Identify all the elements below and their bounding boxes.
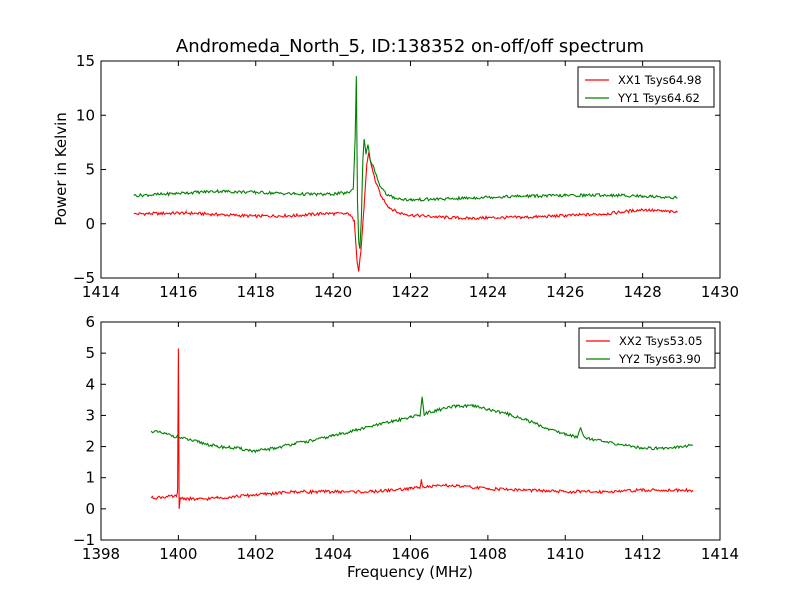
x-tick-label: 1412: [624, 545, 662, 563]
legend: XX1 Tsys64.98 YY1 Tsys64.62: [577, 66, 715, 108]
legend: XX2 Tsys53.05 YY2 Tsys63.90: [578, 327, 716, 369]
y-tick-label: 6: [85, 313, 95, 331]
y-tick-label: −5: [73, 269, 95, 287]
y-tick-label: 5: [85, 344, 95, 362]
legend-box: [578, 327, 716, 369]
y-axis-label: Power in Kelvin: [52, 112, 70, 226]
y-tick-label: 10: [76, 106, 95, 124]
legend-label: YY1 Tsys64.62: [617, 91, 700, 105]
y-tick-label: 4: [85, 375, 95, 393]
x-tick-label: 1428: [624, 283, 662, 301]
legend-label: YY2 Tsys63.90: [618, 352, 701, 366]
y-tick-label: −1: [73, 531, 95, 549]
x-tick-label: 1430: [701, 283, 739, 301]
x-tick-label: 1410: [546, 545, 584, 563]
x-tick-label: 1414: [701, 545, 739, 563]
x-tick-label: 1406: [391, 545, 429, 563]
x-tick-label: 1404: [314, 545, 352, 563]
x-tick-label: 1400: [159, 545, 197, 563]
y-tick-label: 0: [85, 500, 95, 518]
y-tick-label: 15: [76, 52, 95, 70]
y-tick-label: 3: [85, 406, 95, 424]
x-tick-label: 1414: [82, 283, 120, 301]
chart-title: Andromeda_North_5, ID:138352 on-off/off …: [176, 36, 644, 57]
top-panel: 1414 1416 1418 1420 1422 1424 1426 1428 1430 −5 0 5…: [73, 52, 739, 301]
x-tick-label: 1422: [391, 283, 429, 301]
x-tick-label: 1418: [237, 283, 275, 301]
x-tick-label: 1424: [469, 283, 507, 301]
y-tick-label: 1: [85, 469, 95, 487]
series-line-yy2: [150, 396, 694, 454]
x-tick-label: 1416: [159, 283, 197, 301]
x-tick-label: 1420: [314, 283, 352, 301]
y-tick-label: 5: [85, 161, 95, 179]
legend-label: XX1 Tsys64.98: [618, 73, 702, 87]
x-tick-label: 1408: [469, 545, 507, 563]
legend-label: XX2 Tsys53.05: [619, 334, 703, 348]
legend-box: [577, 66, 715, 108]
series-line-yy1: [133, 76, 678, 249]
x-tick-label: 1398: [82, 545, 120, 563]
y-tick-label: 0: [85, 215, 95, 233]
series-line-xx1: [133, 152, 678, 272]
x-axis-label: Frequency (MHz): [347, 563, 473, 581]
bottom-panel: 1398 1400 1402 1404 1406 1408 1410 1412 1414 −1 0 1…: [73, 313, 739, 563]
series-line-xx2: [150, 348, 694, 509]
x-tick-label: 1426: [546, 283, 584, 301]
x-tick-label: 1402: [237, 545, 275, 563]
y-tick-label: 2: [85, 438, 95, 456]
